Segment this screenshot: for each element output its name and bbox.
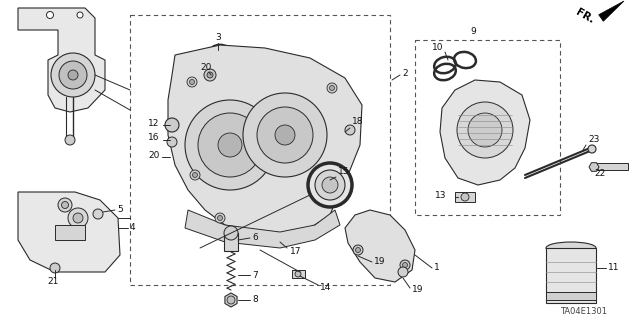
Circle shape: [243, 93, 327, 177]
Polygon shape: [18, 8, 105, 112]
Bar: [546, 248, 596, 303]
Text: 5: 5: [117, 205, 123, 214]
Circle shape: [461, 193, 469, 201]
Polygon shape: [345, 210, 415, 282]
Text: TA04E1301: TA04E1301: [560, 308, 607, 316]
Circle shape: [165, 118, 179, 132]
Circle shape: [322, 177, 338, 193]
Bar: [224, 233, 238, 251]
Text: 15: 15: [338, 167, 349, 176]
Bar: [55, 225, 85, 240]
Circle shape: [68, 208, 88, 228]
Text: 11: 11: [608, 263, 620, 272]
Circle shape: [257, 107, 313, 163]
Circle shape: [218, 216, 223, 220]
Circle shape: [353, 245, 363, 255]
Circle shape: [59, 61, 87, 89]
Circle shape: [207, 72, 213, 78]
Circle shape: [189, 79, 195, 85]
Circle shape: [337, 180, 347, 190]
Bar: [546, 292, 596, 300]
Polygon shape: [292, 270, 305, 278]
Circle shape: [227, 296, 235, 304]
Text: 10: 10: [432, 43, 444, 53]
Text: 12: 12: [148, 118, 159, 128]
Circle shape: [167, 137, 177, 147]
Text: 13: 13: [435, 191, 447, 201]
Polygon shape: [598, 1, 624, 21]
Text: 20: 20: [148, 151, 159, 160]
Text: 6: 6: [252, 234, 258, 242]
Circle shape: [330, 85, 335, 91]
Polygon shape: [225, 293, 237, 307]
Circle shape: [468, 113, 502, 147]
Polygon shape: [185, 210, 340, 248]
Circle shape: [315, 170, 345, 200]
Circle shape: [61, 202, 68, 209]
Circle shape: [77, 12, 83, 18]
Text: 16: 16: [148, 133, 159, 143]
Circle shape: [400, 260, 410, 270]
Text: 8: 8: [252, 295, 258, 305]
Polygon shape: [595, 163, 628, 170]
Text: 18: 18: [352, 117, 364, 127]
Circle shape: [65, 135, 75, 145]
Text: 9: 9: [470, 27, 476, 36]
Circle shape: [50, 263, 60, 273]
Text: 4: 4: [130, 224, 136, 233]
Circle shape: [308, 163, 352, 207]
Circle shape: [193, 173, 198, 177]
Circle shape: [345, 125, 355, 135]
Polygon shape: [18, 192, 120, 272]
Text: FR.: FR.: [574, 7, 596, 25]
Text: 19: 19: [374, 257, 385, 266]
Polygon shape: [168, 45, 362, 235]
Circle shape: [198, 113, 262, 177]
Text: 21: 21: [47, 278, 58, 286]
Circle shape: [339, 182, 344, 188]
Circle shape: [51, 53, 95, 97]
Circle shape: [295, 271, 301, 277]
Circle shape: [398, 267, 408, 277]
Text: 14: 14: [320, 283, 332, 292]
Text: 19: 19: [412, 286, 424, 294]
Circle shape: [327, 83, 337, 93]
Circle shape: [204, 69, 216, 81]
Bar: [455, 192, 475, 202]
Circle shape: [588, 145, 596, 153]
Circle shape: [47, 11, 54, 19]
Circle shape: [224, 226, 238, 240]
Text: 20: 20: [200, 63, 211, 72]
Text: 17: 17: [290, 248, 301, 256]
Ellipse shape: [546, 242, 596, 254]
Circle shape: [275, 125, 295, 145]
Text: 1: 1: [434, 263, 440, 272]
Polygon shape: [589, 163, 599, 171]
Text: 3: 3: [215, 33, 221, 42]
Circle shape: [93, 209, 103, 219]
Circle shape: [68, 70, 78, 80]
Circle shape: [218, 133, 242, 157]
Circle shape: [403, 263, 408, 268]
Text: 22: 22: [594, 169, 605, 179]
Circle shape: [185, 100, 275, 190]
Circle shape: [190, 170, 200, 180]
Text: 7: 7: [252, 271, 258, 279]
Circle shape: [355, 248, 360, 253]
Circle shape: [73, 213, 83, 223]
Polygon shape: [440, 80, 530, 185]
Circle shape: [215, 213, 225, 223]
Text: 2: 2: [402, 69, 408, 78]
Circle shape: [457, 102, 513, 158]
Circle shape: [58, 198, 72, 212]
Circle shape: [187, 77, 197, 87]
Text: 23: 23: [588, 136, 600, 145]
